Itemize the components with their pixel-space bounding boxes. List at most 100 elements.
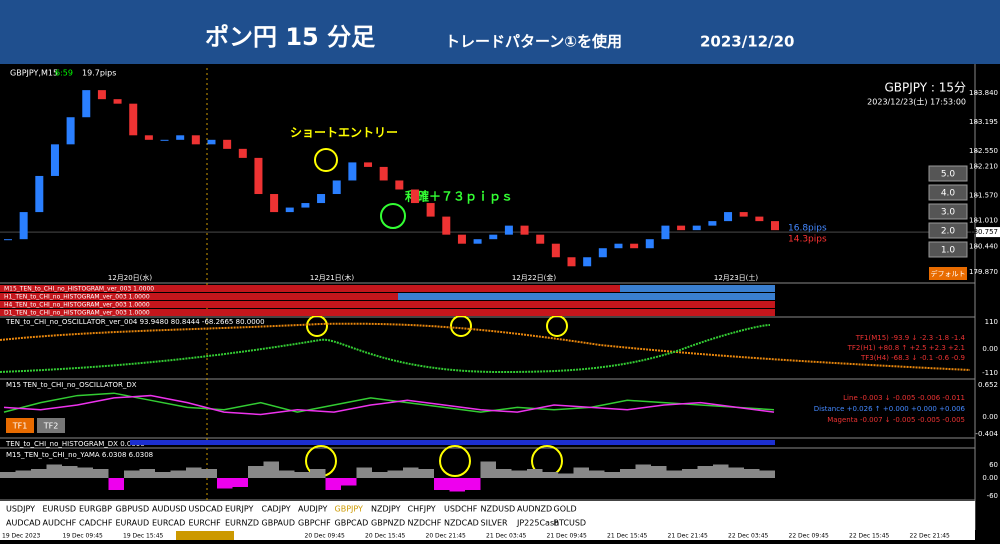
dx-line-magenta	[3, 394, 775, 416]
yama-bar	[635, 464, 651, 478]
zoom-button[interactable]	[928, 241, 968, 258]
yama-bar	[31, 469, 47, 478]
yama-bar	[356, 467, 372, 478]
candle	[176, 135, 185, 140]
symbol-tab[interactable]: GBPUSD	[116, 505, 150, 514]
date-label: 12月20日(水)	[108, 273, 153, 282]
candle	[97, 90, 106, 100]
symbol-tab[interactable]: EURNZD	[225, 519, 259, 528]
symbol-tab[interactable]: NZDJPY	[371, 505, 401, 514]
zoom-button-label[interactable]: 1.0	[941, 246, 956, 256]
symbol-tab[interactable]: CADCHF	[79, 519, 113, 528]
symbol-tab[interactable]: GBPNZD	[371, 519, 405, 528]
current-price: 180.757	[969, 228, 998, 236]
yama-bar	[542, 472, 558, 478]
yama-title: M15_TEN_to_CHI_no_YAMA 6.0308 6.0308	[6, 451, 153, 459]
osc-legend: TF1(M15) -93.9 ↓ -2.3 -1.8 -1.4	[855, 334, 966, 342]
dx-axis: 0.00	[982, 413, 998, 421]
yama-bar	[713, 464, 729, 478]
dx-title: M15 TEN_to_CHI_no_OSCILLATOR_DX	[6, 381, 137, 389]
zoom-button[interactable]	[928, 165, 968, 182]
info-time: 2023/12/23(土) 17:53:00	[867, 97, 966, 107]
candle	[661, 225, 670, 240]
symbol-tab[interactable]: CHFJPY	[408, 505, 436, 514]
symbol-tab[interactable]: GOLD	[554, 505, 577, 514]
symbol-tab[interactable]: EURGBP	[79, 505, 112, 514]
zoom-button[interactable]	[928, 203, 968, 220]
symbol-tab[interactable]: NZDUSD	[481, 505, 516, 514]
symbol-tab[interactable]: NZDCAD	[444, 519, 479, 528]
symbol-tab[interactable]: BTCUSD	[554, 519, 587, 528]
zoom-button[interactable]	[928, 222, 968, 239]
hist-row	[0, 293, 775, 300]
default-button[interactable]	[929, 267, 967, 280]
symbol-tab[interactable]: EURCAD	[152, 519, 185, 528]
symbol-tab[interactable]: AUDCHF	[43, 519, 77, 528]
candle	[520, 225, 529, 235]
symbol-tab[interactable]: GBPCAD	[335, 519, 369, 528]
symbol-tab[interactable]: CADJPY	[262, 505, 291, 514]
symbol-tab[interactable]: NZDCHF	[408, 519, 442, 528]
tf-button[interactable]	[6, 418, 34, 433]
zoom-button-label[interactable]: 4.0	[941, 189, 956, 199]
dx-legend: Line -0.003 ↓ -0.005 -0.006 -0.011	[843, 394, 965, 402]
price-label: 180.440	[969, 242, 998, 250]
candle	[144, 135, 153, 140]
yama-bar	[108, 478, 124, 490]
candle	[191, 135, 200, 145]
symbol-tab[interactable]: EURAUD	[116, 519, 150, 528]
symbol-tab[interactable]: USDCAD	[189, 505, 223, 514]
symbol-tab[interactable]: GBPAUD	[262, 519, 296, 528]
symbol-tab[interactable]: JP225Cash	[516, 519, 559, 528]
symbol-tab[interactable]: EURUSD	[43, 505, 77, 514]
time-label: 21 Dec 21:45	[668, 533, 709, 540]
symbol-tab[interactable]: SILVER	[481, 519, 509, 528]
candle	[270, 194, 279, 213]
zoom-button-label[interactable]: 5.0	[941, 170, 956, 180]
candle	[50, 144, 59, 176]
yama-bar	[294, 472, 310, 478]
time-label: 21 Dec 09:45	[547, 533, 588, 540]
dx-axis: -0.404	[975, 430, 998, 438]
symbol-tab[interactable]: GBPJPY	[335, 505, 364, 514]
hist-row	[0, 309, 775, 316]
yama-bar	[496, 469, 512, 478]
symbol-tab[interactable]: AUDJPY	[298, 505, 327, 514]
time-label: 22 Dec 09:45	[789, 533, 830, 540]
yama-bar	[201, 469, 217, 478]
symbol-tab[interactable]: AUDUSD	[152, 505, 187, 514]
yama-bar	[651, 466, 667, 478]
zoom-button[interactable]	[928, 184, 968, 201]
yama-bar	[434, 478, 450, 490]
dx-legend: Magenta -0.007 ↓ -0.005 -0.005 -0.005	[827, 416, 965, 424]
yama-bar	[341, 478, 357, 486]
candle	[504, 225, 513, 235]
candle	[207, 139, 216, 145]
tf-button[interactable]	[37, 418, 65, 433]
time-label: 2023.12.20 04:00	[244, 533, 298, 540]
price-label: 183.195	[969, 118, 998, 126]
yama-bar	[232, 478, 248, 487]
symbol-tab[interactable]: EURCHF	[189, 519, 222, 528]
default-button-label[interactable]: デフォルト	[931, 269, 966, 278]
zoom-button-label[interactable]: 3.0	[941, 208, 956, 218]
yama-axis: -60	[987, 492, 998, 500]
symbol-tab[interactable]: EURJPY	[225, 505, 253, 514]
symbol-tab[interactable]: USDCHF	[444, 505, 478, 514]
symbol-tab[interactable]: USDJPY	[6, 505, 35, 514]
yama-axis: 60	[989, 461, 998, 469]
symbol-tab[interactable]: GBPCHF	[298, 519, 331, 528]
candle	[724, 212, 733, 222]
symbol-tab[interactable]: AUDNZD	[517, 505, 552, 514]
tf-button-label[interactable]: TF1	[12, 422, 28, 431]
candle	[160, 139, 169, 141]
yama-bar	[0, 472, 16, 478]
time-label: 22 Dec 03:45	[728, 533, 769, 540]
zoom-button-label[interactable]: 2.0	[941, 227, 956, 237]
candle	[771, 221, 779, 231]
candle	[4, 239, 12, 241]
dx-axis: 0.652	[978, 381, 998, 389]
symbol-tab[interactable]: AUDCAD	[6, 519, 41, 528]
time-highlight	[176, 531, 234, 540]
tf-button-label[interactable]: TF2	[43, 422, 59, 431]
